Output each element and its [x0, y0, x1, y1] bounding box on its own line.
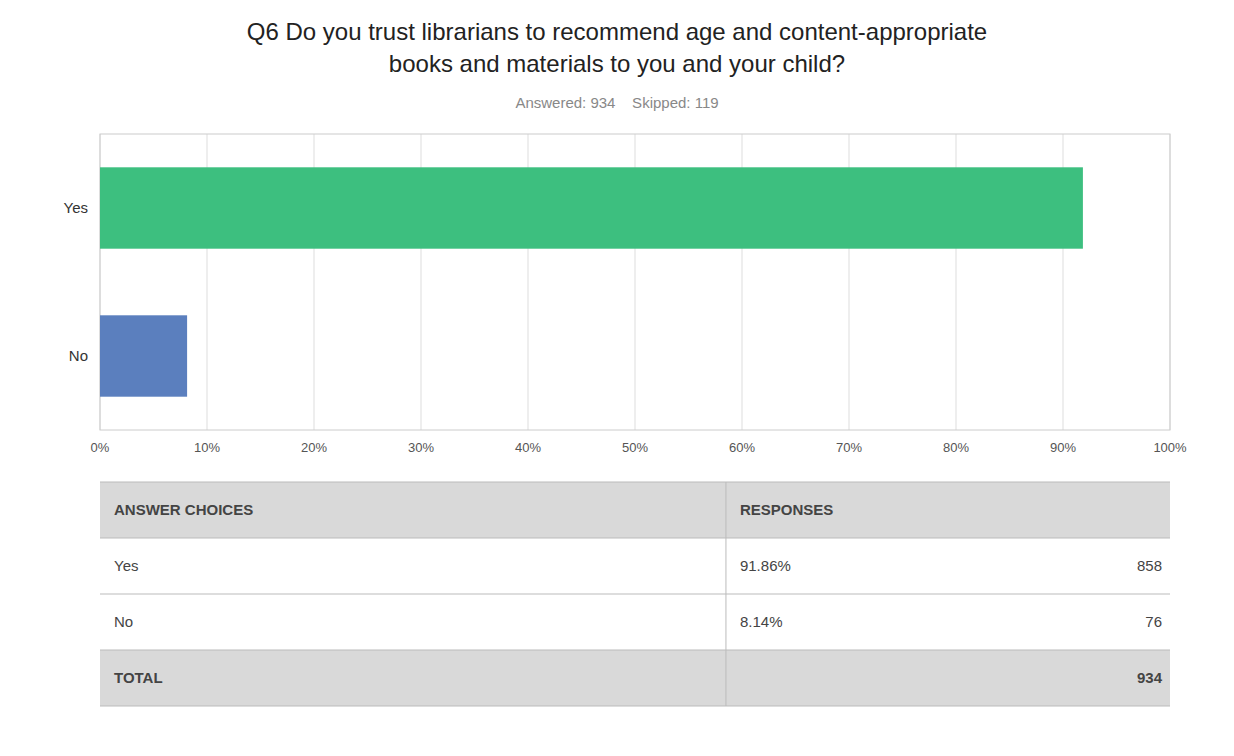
table-rule: [100, 482, 1170, 483]
y-tick-label: Yes: [64, 199, 88, 216]
subtitle: Answered: 934 Skipped: 119: [515, 94, 718, 111]
bar: [100, 315, 187, 396]
table-divider: [725, 482, 726, 706]
table-rule: [100, 706, 1170, 707]
x-tick-label: 30%: [408, 440, 434, 455]
table-rule: [100, 538, 1170, 539]
table-cell-bg: [100, 482, 1170, 538]
bars: [100, 167, 1083, 396]
x-tick-label: 80%: [943, 440, 969, 455]
x-tick-label: 70%: [836, 440, 862, 455]
chart: Q6 Do you trust librarians to recommend …: [0, 0, 1234, 756]
table-rule: [100, 594, 1170, 595]
title: books and materials to you and your chil…: [389, 50, 845, 77]
table-text: ANSWER CHOICES: [114, 501, 253, 518]
x-tick-label: 20%: [301, 440, 327, 455]
x-tick-label: 50%: [622, 440, 648, 455]
x-tick-label: 90%: [1050, 440, 1076, 455]
x-tick-label: 10%: [194, 440, 220, 455]
table-text: Yes: [114, 557, 138, 574]
table-text: 76: [1145, 613, 1162, 630]
y-tick-label: No: [69, 347, 88, 364]
table-text: 8.14%: [740, 613, 783, 630]
x-tick-label: 60%: [729, 440, 755, 455]
x-tick-label: 100%: [1153, 440, 1187, 455]
x-tick-label: 40%: [515, 440, 541, 455]
table-cell-bg: [100, 650, 1170, 706]
grid: [100, 134, 1170, 430]
table-rule: [100, 650, 1170, 651]
x-tick-label: 0%: [91, 440, 110, 455]
table-cell-bg: [100, 594, 1170, 650]
table-text: 934: [1137, 669, 1163, 686]
table-text: 91.86%: [740, 557, 791, 574]
title: Q6 Do you trust librarians to recommend …: [247, 18, 987, 45]
table-text: No: [114, 613, 133, 630]
table-text: 858: [1137, 557, 1162, 574]
plot-frame: [100, 134, 1170, 430]
table-text: TOTAL: [114, 669, 163, 686]
bar: [100, 167, 1083, 248]
table-cell-bg: [100, 538, 1170, 594]
table: ANSWER CHOICES RESPONSES Yes 91.86% 858 No 8.1…: [100, 482, 1170, 706]
table-text: RESPONSES: [740, 501, 833, 518]
